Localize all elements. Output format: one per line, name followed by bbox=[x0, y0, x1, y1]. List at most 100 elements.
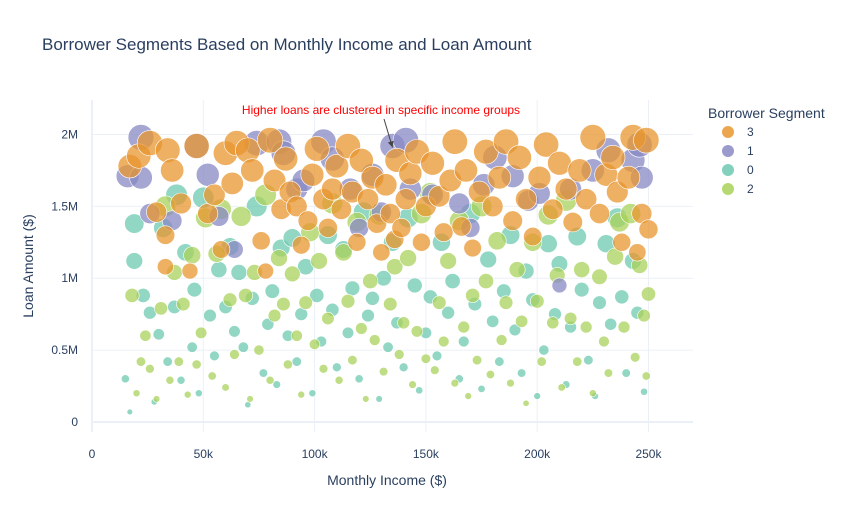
data-point-segment-2 bbox=[495, 334, 508, 346]
data-point-segment-2 bbox=[579, 320, 593, 334]
data-point-segment-3 bbox=[616, 165, 641, 190]
x-tick-label: 50k bbox=[194, 447, 214, 461]
data-point-segment-2 bbox=[284, 265, 301, 283]
data-point-segment-3 bbox=[502, 210, 523, 231]
data-point-segment-2 bbox=[221, 383, 230, 392]
legend: Borrower Segment 3 1 0 2 bbox=[708, 105, 825, 196]
data-point-segment-3 bbox=[628, 243, 647, 262]
data-point-segment-2 bbox=[318, 364, 329, 374]
data-point-segment-2 bbox=[439, 252, 457, 270]
data-point-segment-0 bbox=[332, 362, 342, 373]
legend-label-segment-3[interactable]: 3 bbox=[747, 125, 754, 139]
data-point-segment-2 bbox=[546, 316, 560, 330]
data-point-segment-3 bbox=[155, 225, 176, 245]
data-point-segment-0 bbox=[441, 305, 455, 320]
data-point-segment-1 bbox=[551, 277, 568, 294]
points-layer bbox=[115, 124, 660, 416]
data-point-segment-0 bbox=[126, 408, 134, 416]
data-point-segment-3 bbox=[638, 219, 659, 240]
data-point-segment-3 bbox=[297, 210, 319, 231]
data-point-segment-2 bbox=[135, 356, 146, 367]
data-point-segment-0 bbox=[640, 387, 648, 396]
data-point-segment-2 bbox=[529, 294, 545, 309]
data-point-segment-2 bbox=[298, 295, 313, 310]
data-point-segment-0 bbox=[415, 386, 424, 395]
y-tick-label: 1M bbox=[61, 271, 78, 285]
data-point-segment-2 bbox=[165, 375, 175, 385]
legend-label-segment-0[interactable]: 0 bbox=[747, 163, 754, 177]
data-point-segment-2 bbox=[591, 268, 608, 285]
data-point-segment-2 bbox=[557, 383, 566, 392]
data-point-segment-2 bbox=[572, 356, 583, 367]
data-point-segment-3 bbox=[463, 238, 482, 258]
data-point-segment-2 bbox=[386, 258, 404, 276]
annotation-text: Higher loans are clustered in specific i… bbox=[242, 103, 520, 117]
data-point-segment-3 bbox=[324, 153, 349, 179]
data-point-segment-2 bbox=[563, 311, 578, 326]
data-point-segment-3 bbox=[235, 137, 261, 164]
data-point-segment-2 bbox=[437, 335, 450, 348]
x-axis-title: Monthly Income ($) bbox=[327, 472, 447, 488]
data-point-segment-3 bbox=[240, 158, 265, 183]
data-point-segment-3 bbox=[506, 145, 532, 170]
y-tick-label: 0 bbox=[71, 415, 78, 429]
data-point-segment-0 bbox=[375, 395, 383, 403]
data-point-segment-3 bbox=[291, 235, 311, 255]
data-point-segment-3 bbox=[468, 180, 491, 204]
data-point-segment-3 bbox=[391, 218, 412, 238]
data-point-segment-0 bbox=[538, 344, 550, 356]
data-point-segment-0 bbox=[604, 317, 618, 331]
x-tick-label: 0 bbox=[89, 447, 96, 461]
y-tick-label: 0.5M bbox=[51, 343, 78, 357]
data-point-segment-1 bbox=[448, 192, 471, 215]
data-point-segment-2 bbox=[246, 395, 254, 403]
data-point-segment-2 bbox=[152, 395, 161, 403]
data-point-segment-0 bbox=[517, 368, 527, 378]
annotation-arrowhead bbox=[387, 140, 394, 148]
data-point-segment-0 bbox=[186, 282, 203, 298]
data-point-segment-2 bbox=[522, 399, 530, 407]
data-point-segment-2 bbox=[393, 349, 405, 360]
data-point-segment-3 bbox=[256, 127, 284, 154]
legend-label-segment-1[interactable]: 1 bbox=[747, 144, 754, 158]
data-point-segment-2 bbox=[297, 390, 306, 399]
data-point-segment-0 bbox=[382, 341, 394, 353]
x-tick-label: 150k bbox=[413, 447, 440, 461]
data-point-segment-0 bbox=[592, 295, 607, 310]
data-point-segment-2 bbox=[207, 371, 217, 381]
data-point-segment-0 bbox=[365, 291, 380, 306]
data-point-segment-2 bbox=[124, 288, 140, 303]
data-point-segment-0 bbox=[309, 288, 325, 303]
data-point-segment-2 bbox=[408, 380, 417, 389]
data-point-segment-2 bbox=[472, 355, 483, 366]
data-point-segment-0 bbox=[494, 356, 505, 367]
data-point-segment-2 bbox=[139, 329, 152, 342]
legend-marker-segment-1 bbox=[722, 145, 734, 157]
data-point-segment-3 bbox=[183, 133, 210, 159]
data-point-segment-2 bbox=[154, 301, 168, 316]
data-point-segment-3 bbox=[357, 188, 379, 211]
data-point-segment-2 bbox=[515, 314, 529, 328]
data-point-segment-2 bbox=[573, 261, 591, 278]
data-point-segment-3 bbox=[600, 145, 626, 170]
data-point-segment-0 bbox=[457, 335, 470, 348]
data-point-segment-0 bbox=[406, 277, 423, 294]
data-point-segment-2 bbox=[238, 288, 254, 303]
data-point-segment-2 bbox=[641, 286, 656, 302]
data-point-segment-2 bbox=[432, 295, 447, 310]
data-point-segment-3 bbox=[379, 203, 401, 224]
legend-label-segment-2[interactable]: 2 bbox=[747, 182, 754, 196]
data-point-segment-3 bbox=[372, 243, 391, 262]
data-point-segment-3 bbox=[321, 177, 344, 201]
data-point-segment-3 bbox=[347, 232, 367, 252]
data-point-segment-3 bbox=[203, 183, 226, 206]
data-point-segment-0 bbox=[341, 326, 355, 339]
data-point-segment-2 bbox=[397, 316, 411, 330]
data-point-segment-0 bbox=[398, 362, 409, 373]
data-point-segment-3 bbox=[257, 262, 274, 280]
data-point-segment-3 bbox=[146, 201, 168, 223]
data-point-segment-0 bbox=[237, 341, 249, 353]
data-point-segment-0 bbox=[272, 380, 281, 389]
data-point-segment-2 bbox=[536, 356, 547, 367]
data-point-segment-3 bbox=[633, 127, 660, 154]
